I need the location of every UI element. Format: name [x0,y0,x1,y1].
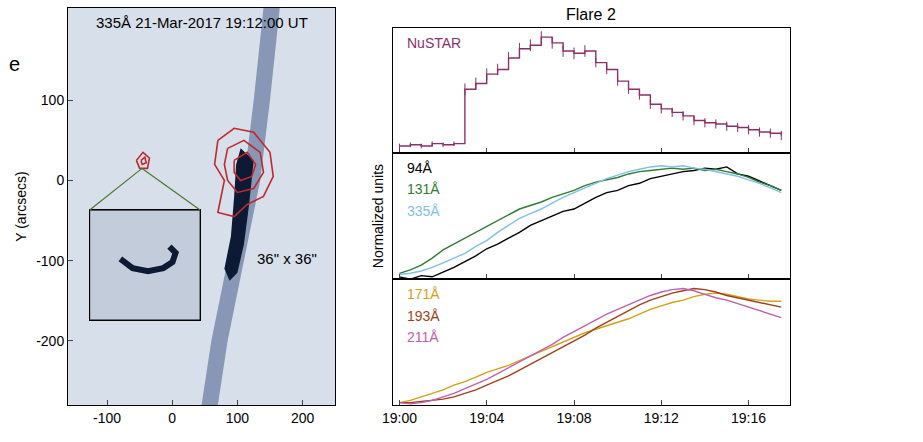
svg-text:131Å: 131Å [407,181,440,197]
svg-text:Normalized units: Normalized units [371,164,387,268]
svg-text:171Å: 171Å [407,286,440,302]
svg-text:Y (arcsecs): Y (arcsecs) [13,171,29,242]
svg-text:211Å: 211Å [407,329,439,345]
svg-text:0: 0 [168,410,176,426]
svg-text:36" x 36": 36" x 36" [257,250,317,267]
svg-text:19:08: 19:08 [556,410,591,426]
svg-text:-200: -200 [36,333,64,349]
svg-text:100: 100 [226,410,250,426]
svg-text:19:04: 19:04 [469,410,504,426]
svg-text:19:12: 19:12 [644,410,679,426]
svg-text:19:00: 19:00 [382,410,417,426]
svg-text:NuSTAR: NuSTAR [407,35,461,51]
svg-text:94Å: 94Å [407,160,433,176]
svg-text:e: e [9,53,20,75]
svg-text:0: 0 [56,172,64,188]
svg-text:19:16: 19:16 [731,410,766,426]
svg-text:200: 200 [291,410,315,426]
svg-text:100: 100 [41,92,65,108]
svg-text:Flare 2: Flare 2 [566,6,616,23]
svg-text:-100: -100 [36,253,64,269]
svg-text:335Å: 335Å [407,203,440,219]
svg-text:193Å: 193Å [407,308,440,324]
svg-text:-100: -100 [93,410,121,426]
svg-text:335Å 21-Mar-2017 19:12:00 UT: 335Å 21-Mar-2017 19:12:00 UT [96,14,308,31]
